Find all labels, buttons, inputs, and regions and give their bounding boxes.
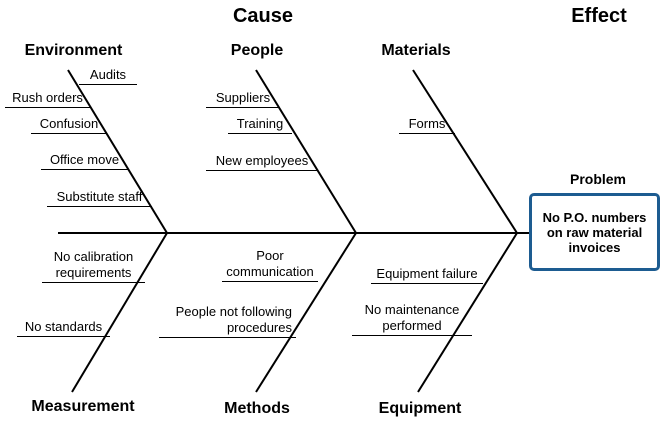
cause-confusion: Confusion [31,116,107,134]
cause-people-not-following-procedures: People not following procedures [159,304,296,338]
category-equipment: Equipment [378,400,462,417]
cause-suppliers: Suppliers [206,90,280,108]
cause-title: Cause [232,5,294,27]
people-bone-line [255,69,357,234]
cause-audits: Audits [79,67,137,85]
effect-title: Effect [571,5,627,27]
category-environment: Environment [24,42,123,59]
cause-poor-communication: Poor communication [222,248,318,282]
cause-no-maintenance-performed: No maintenance performed [352,302,472,336]
category-materials: Materials [381,42,451,59]
cause-substitute-staff: Substitute staff [47,189,152,207]
materials-bone-line [412,69,518,234]
cause-no-calibration-requirements: No calibration requirements [42,249,145,283]
cause-rush-orders: Rush orders [5,90,90,108]
category-methods: Methods [224,400,290,417]
cause-office-move: Office move [41,152,128,170]
cause-training: Training [228,116,292,134]
methods-bone-line [255,232,357,393]
problem-text: No P.O. numbers on raw material invoices [542,209,647,255]
cause-equipment-failure: Equipment failure [371,266,483,284]
problem-box: No P.O. numbers on raw material invoices [529,193,660,271]
measurement-bone-line [71,232,168,393]
category-measurement: Measurement [31,398,135,415]
equipment-bone-line [417,232,518,393]
environment-bone-line [67,69,168,234]
cause-no-standards: No standards [17,319,110,337]
cause-new-employees: New employees [206,153,318,171]
problem-label: Problem [569,171,626,187]
cause-forms: Forms [399,116,455,134]
category-people: People [230,42,284,59]
